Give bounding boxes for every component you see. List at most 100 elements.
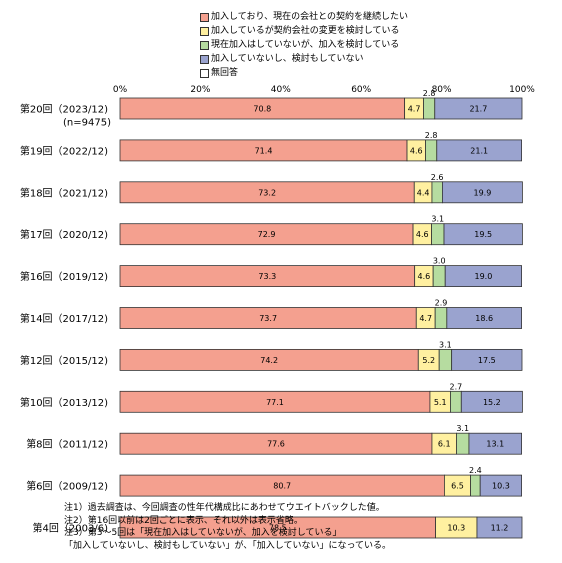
data-label: 74.2 <box>260 356 278 365</box>
footnote: 注1）過去調査は、今回調査の性年代構成比にあわせてウエイトバックした値。 <box>64 503 385 513</box>
category-sublabel: (n=9475) <box>63 118 111 129</box>
legend-label: 加入しており、現在の会社との契約を継続したい <box>211 12 409 22</box>
category-label: 第8回（2011/12) <box>26 438 108 451</box>
legend-item: 現在加入はしていないが、加入を検討している <box>200 38 408 52</box>
data-label: 80.7 <box>273 482 291 491</box>
data-label: 2.4 <box>469 466 482 475</box>
legend-swatch <box>200 68 209 78</box>
x-tick-label: 20% <box>190 85 210 95</box>
data-label: 77.1 <box>266 398 284 407</box>
data-label: 5.2 <box>422 356 435 365</box>
category-label: 第10回（2013/12) <box>20 396 108 409</box>
footnotes: 注1）過去調査は、今回調査の性年代構成比にあわせてウエイトバックした値。 注2）… <box>64 502 391 552</box>
data-label: 6.5 <box>451 482 464 491</box>
x-tick-label: 0% <box>113 85 128 95</box>
data-label: 4.6 <box>410 146 423 155</box>
bar-segment <box>436 139 522 162</box>
data-label: 3.1 <box>439 340 452 349</box>
data-label: 19.5 <box>474 230 492 239</box>
bar-segment <box>456 432 470 455</box>
data-label: 13.1 <box>486 440 504 449</box>
category-label: 第19回（2022/12) <box>20 144 108 157</box>
data-label: 21.7 <box>469 105 487 114</box>
bar-segment <box>470 474 481 497</box>
data-label: 4.6 <box>416 230 429 239</box>
data-label: 18.6 <box>475 314 493 323</box>
data-label: 4.4 <box>417 188 430 197</box>
data-label: 19.0 <box>475 272 493 281</box>
category-label: 第20回（2023/12) <box>20 103 108 116</box>
legend-label: 加入しているが契約会社の変更を検討している <box>211 26 400 36</box>
footnote: 注3）第3～5回は「現在加入はしていないが、加入を検討している」 <box>64 528 342 538</box>
bar-segment <box>443 223 523 246</box>
x-tick-label: 80% <box>432 85 452 95</box>
data-label: 73.7 <box>259 314 277 323</box>
data-label: 2.8 <box>425 131 438 140</box>
x-tick-label: 60% <box>351 85 371 95</box>
legend-label: 無回答 <box>211 68 239 78</box>
x-tick-label: 40% <box>271 85 291 95</box>
bar-segment <box>434 307 448 329</box>
legend-item: 無回答 <box>200 66 408 80</box>
data-label: 4.7 <box>419 314 432 323</box>
data-label: 78.5 <box>269 524 287 533</box>
bar-segment <box>444 265 522 288</box>
legend-swatch <box>200 12 209 22</box>
legend-item: 加入しているが契約会社の変更を検討している <box>200 24 408 38</box>
bar-segment <box>451 348 523 371</box>
bar-segment <box>468 432 522 455</box>
legend-item: 加入していないし、検討もしていない <box>200 52 408 66</box>
data-label: 6.1 <box>438 440 451 449</box>
category-label: 第4回（2003/6) <box>33 522 109 535</box>
legend: 加入しており、現在の会社との契約を継続したい 加入しているが契約会社の変更を検討… <box>200 10 408 80</box>
category-label: 第18回（2021/12) <box>20 186 108 199</box>
legend-swatch <box>200 54 209 64</box>
data-label: 3.1 <box>431 215 444 224</box>
data-label: 17.5 <box>478 356 496 365</box>
bar-segment <box>479 474 522 497</box>
data-label: 70.8 <box>253 105 271 114</box>
category-label: 第16回（2019/12) <box>20 270 108 283</box>
data-label: 19.9 <box>473 188 491 197</box>
bar-segment <box>423 97 436 120</box>
data-label: 72.9 <box>258 230 276 239</box>
bar-segment <box>442 181 523 204</box>
bar-segment <box>460 390 523 413</box>
bar-segment <box>450 390 462 413</box>
bar-segment <box>431 223 445 246</box>
data-label: 10.3 <box>447 524 465 533</box>
data-label: 21.1 <box>470 146 488 155</box>
bar-segment <box>476 516 523 539</box>
data-label: 2.6 <box>431 173 444 182</box>
bar-segment <box>438 348 453 371</box>
footnote: 注2）第16回以前は2回ごとに表示、それ以外は表示省略。 <box>64 515 303 526</box>
data-label: 73.2 <box>258 188 276 197</box>
x-axis: 0% 20% 40% 60% 80% 100% <box>113 85 535 95</box>
data-label: 71.4 <box>255 146 273 155</box>
data-label: 3.0 <box>433 257 446 266</box>
data-label: 15.2 <box>483 398 501 407</box>
bar-segment <box>434 97 523 120</box>
category-label: 第17回（2020/12) <box>20 228 108 241</box>
legend-label: 加入していないし、検討もしていない <box>211 54 364 64</box>
data-label: 2.9 <box>435 299 448 308</box>
data-label: 4.7 <box>408 105 421 114</box>
data-label: 73.3 <box>258 272 276 281</box>
data-label: 5.1 <box>434 398 447 407</box>
data-label: 11.2 <box>491 524 509 533</box>
category-label: 第6回（2009/12) <box>26 480 108 493</box>
category-label: 第12回（2015/12) <box>20 354 108 367</box>
bars: 70.8 4.72.821.771.4 4.62.821.173.2 4.42.619… <box>119 89 523 539</box>
bar-segment <box>425 139 438 162</box>
bar-segment <box>432 265 446 288</box>
legend-label: 現在加入はしていないが、加入を検討している <box>211 40 400 50</box>
legend-item: 加入しており、現在の会社との契約を継続したい <box>200 10 408 24</box>
legend-swatch <box>200 26 209 36</box>
data-label: 4.6 <box>418 272 431 281</box>
bar-segment <box>431 181 443 204</box>
data-label: 77.6 <box>267 440 285 449</box>
data-label: 10.3 <box>492 482 510 491</box>
category-labels: 第20回（2023/12) (n=9475) 第19回（2022/12) 第18回（2… <box>20 103 111 535</box>
footnote: 「加入していないし、検討もしていない」が、「加入していない」になっている。 <box>64 540 392 551</box>
